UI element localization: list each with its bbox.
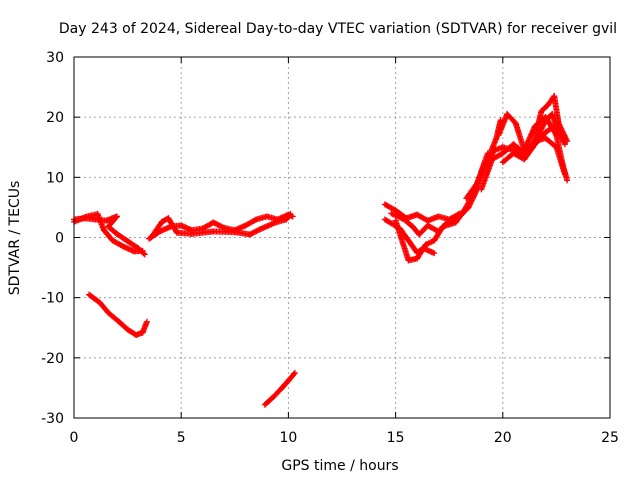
data-point [561, 141, 568, 148]
x-axis-ticks: 0 5 10 15 20 25 [70, 57, 619, 446]
chart-title: Day 243 of 2024, Sidereal Day-to-day VTE… [59, 21, 617, 37]
data-point [139, 247, 146, 254]
data-point [528, 145, 535, 152]
x-tick-label: 15 [387, 430, 405, 446]
y-axis-label: SDTVAR / TECUs [7, 181, 23, 296]
x-axis-label: GPS time / hours [281, 458, 398, 474]
data-point [564, 177, 571, 184]
y-tick-label: -20 [41, 351, 64, 367]
data-point [256, 226, 263, 233]
grid-lines [74, 57, 610, 418]
y-tick-label: 20 [46, 110, 64, 126]
data-point [251, 217, 258, 224]
data-point [561, 139, 568, 146]
y-tick-label: -10 [41, 291, 64, 307]
data-points [71, 93, 571, 408]
x-tick-label: 20 [494, 430, 512, 446]
data-point [143, 318, 150, 325]
x-tick-label: 10 [279, 430, 297, 446]
y-tick-label: -30 [41, 411, 64, 427]
y-tick-label: 10 [46, 170, 64, 186]
data-point [141, 251, 148, 258]
data-point [286, 212, 293, 219]
x-tick-label: 25 [601, 430, 619, 446]
data-point [290, 370, 297, 377]
data-point [287, 211, 294, 218]
x-tick-label: 5 [177, 430, 186, 446]
y-tick-label: 0 [55, 231, 64, 247]
x-tick-label: 0 [70, 430, 79, 446]
y-tick-label: 30 [46, 50, 64, 66]
data-point [431, 250, 438, 257]
y-axis-ticks: -30 -20 -10 0 10 20 30 [41, 50, 610, 427]
data-point [291, 369, 298, 376]
